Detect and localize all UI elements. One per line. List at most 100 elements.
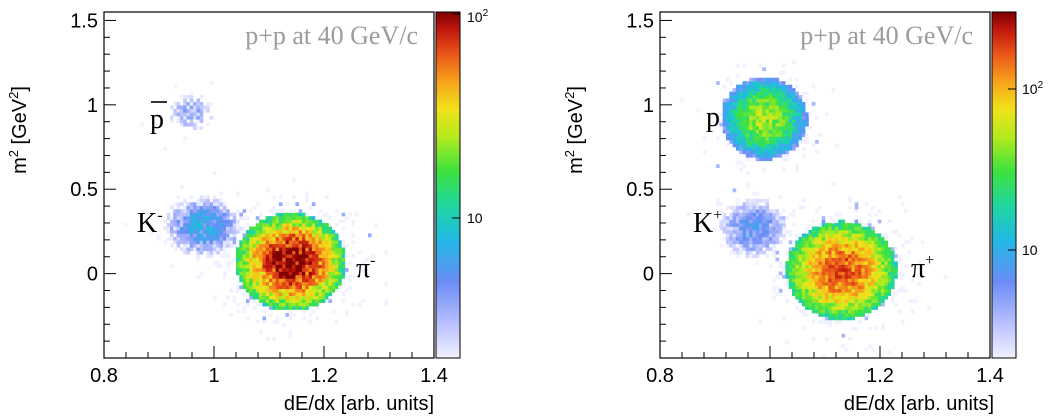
heatmap-cell: [765, 226, 770, 231]
heatmap-cell: [745, 129, 750, 134]
heatmap-cell: [745, 101, 750, 106]
heatmap-cell: [196, 229, 200, 234]
heatmap-cell: [858, 268, 862, 272]
heatmap-cell: [775, 91, 780, 96]
heatmap-cell: [772, 254, 776, 258]
heatmap-cell: [305, 250, 309, 255]
heatmap-cell: [775, 209, 780, 213]
heatmap-cell: [788, 264, 793, 269]
heatmap-cell: [861, 281, 865, 286]
colorbar-gradient-right: [992, 12, 1016, 358]
heatmap-cell: [232, 226, 237, 231]
heatmap-cell: [785, 119, 789, 124]
heatmap-cell: [249, 226, 253, 231]
heatmap-cell: [255, 254, 260, 258]
heatmap-cell: [762, 95, 766, 99]
heatmap-cell: [732, 108, 737, 113]
heatmap-cell: [739, 150, 743, 155]
heatmap-cell: [772, 126, 776, 130]
heatmap-cell: [331, 229, 336, 234]
heatmap-cell: [818, 288, 822, 293]
heatmap-cell: [778, 292, 783, 297]
heatmap-cell: [795, 247, 799, 252]
heatmap-cell: [828, 288, 832, 293]
heatmap-cell: [255, 295, 260, 300]
heatmap-cell: [222, 254, 227, 258]
heatmap-cell: [755, 250, 760, 255]
heatmap-cell: [315, 271, 319, 276]
heatmap-cell: [265, 285, 270, 290]
heatmap-cell: [311, 254, 316, 258]
heatmap-cell: [801, 313, 806, 317]
heatmap-cell: [834, 226, 839, 231]
heatmap-cell: [755, 95, 760, 99]
heatmap-cell: [315, 268, 319, 272]
heatmap-cell: [765, 254, 770, 258]
heatmap-cell: [344, 309, 349, 314]
heatmap-cell: [742, 108, 747, 113]
heatmap-cell: [768, 91, 773, 96]
heatmap-cell: [732, 95, 737, 99]
heatmap-cell: [775, 101, 780, 106]
heatmap-cell: [854, 271, 859, 276]
heatmap-cell: [285, 295, 290, 300]
heatmap-cell: [722, 223, 727, 227]
heatmap-cell: [759, 81, 763, 85]
heatmap-cell: [801, 105, 806, 110]
heatmap-cell: [844, 299, 849, 303]
label-antiproton: p: [150, 104, 164, 135]
annotation-antiproton: p: [150, 101, 167, 135]
heatmap-cell: [739, 136, 743, 141]
heatmap-cell: [825, 261, 829, 265]
heatmap-cell: [805, 233, 809, 238]
heatmap-cell: [762, 98, 766, 103]
heatmap-cell: [755, 261, 760, 265]
heatmap-cell: [772, 233, 776, 238]
heatmap-cell: [782, 119, 786, 124]
heatmap-cell: [825, 223, 829, 227]
heatmap-cell: [732, 115, 737, 120]
heatmap-cell: [179, 119, 184, 124]
heatmap-cell: [838, 229, 842, 234]
heatmap-cell: [775, 292, 780, 297]
heatmap-cell: [749, 205, 753, 210]
heatmap-cell: [778, 105, 783, 110]
heatmap-cell: [831, 278, 836, 283]
heatmap-cell: [262, 299, 266, 303]
heatmap-cell: [341, 299, 346, 303]
heatmap-cell: [877, 264, 882, 269]
heatmap-cell: [778, 226, 783, 231]
heatmap-cell: [173, 223, 177, 227]
heatmap-cell: [305, 191, 309, 196]
heatmap-cell: [881, 236, 885, 241]
heatmap-cell: [808, 254, 813, 258]
heatmap-cell: [729, 216, 733, 220]
heatmap-cell: [844, 261, 849, 265]
heatmap-cell: [795, 136, 799, 141]
heatmap-cell: [788, 212, 793, 217]
heatmap-cell: [801, 136, 806, 141]
heatmap-cell: [749, 115, 753, 120]
heatmap-cell: [272, 319, 276, 324]
heatmap-cell: [282, 257, 286, 262]
heatmap-cell: [759, 84, 763, 89]
heatmap-cell: [321, 274, 326, 279]
heatmap-cell: [851, 264, 855, 269]
heatmap-cell: [315, 278, 319, 283]
heatmap-cell: [874, 285, 879, 290]
heatmap-cell: [788, 257, 793, 262]
heatmap-cell: [884, 281, 888, 286]
heatmap-cell: [821, 309, 826, 314]
heatmap-cell: [321, 240, 326, 245]
heatmap-cell: [785, 150, 789, 155]
heatmap-cell: [801, 236, 806, 241]
heatmap-cell: [798, 105, 803, 110]
heatmap-cell: [742, 243, 747, 248]
heatmap-cell: [927, 306, 931, 310]
heatmap-cell: [295, 229, 299, 234]
heatmap-cell: [801, 126, 806, 130]
colorbar-label-left-100: 102: [467, 8, 489, 25]
heatmap-cell: [328, 268, 332, 272]
heatmap-cell: [745, 209, 750, 213]
heatmap-cell: [762, 77, 766, 82]
